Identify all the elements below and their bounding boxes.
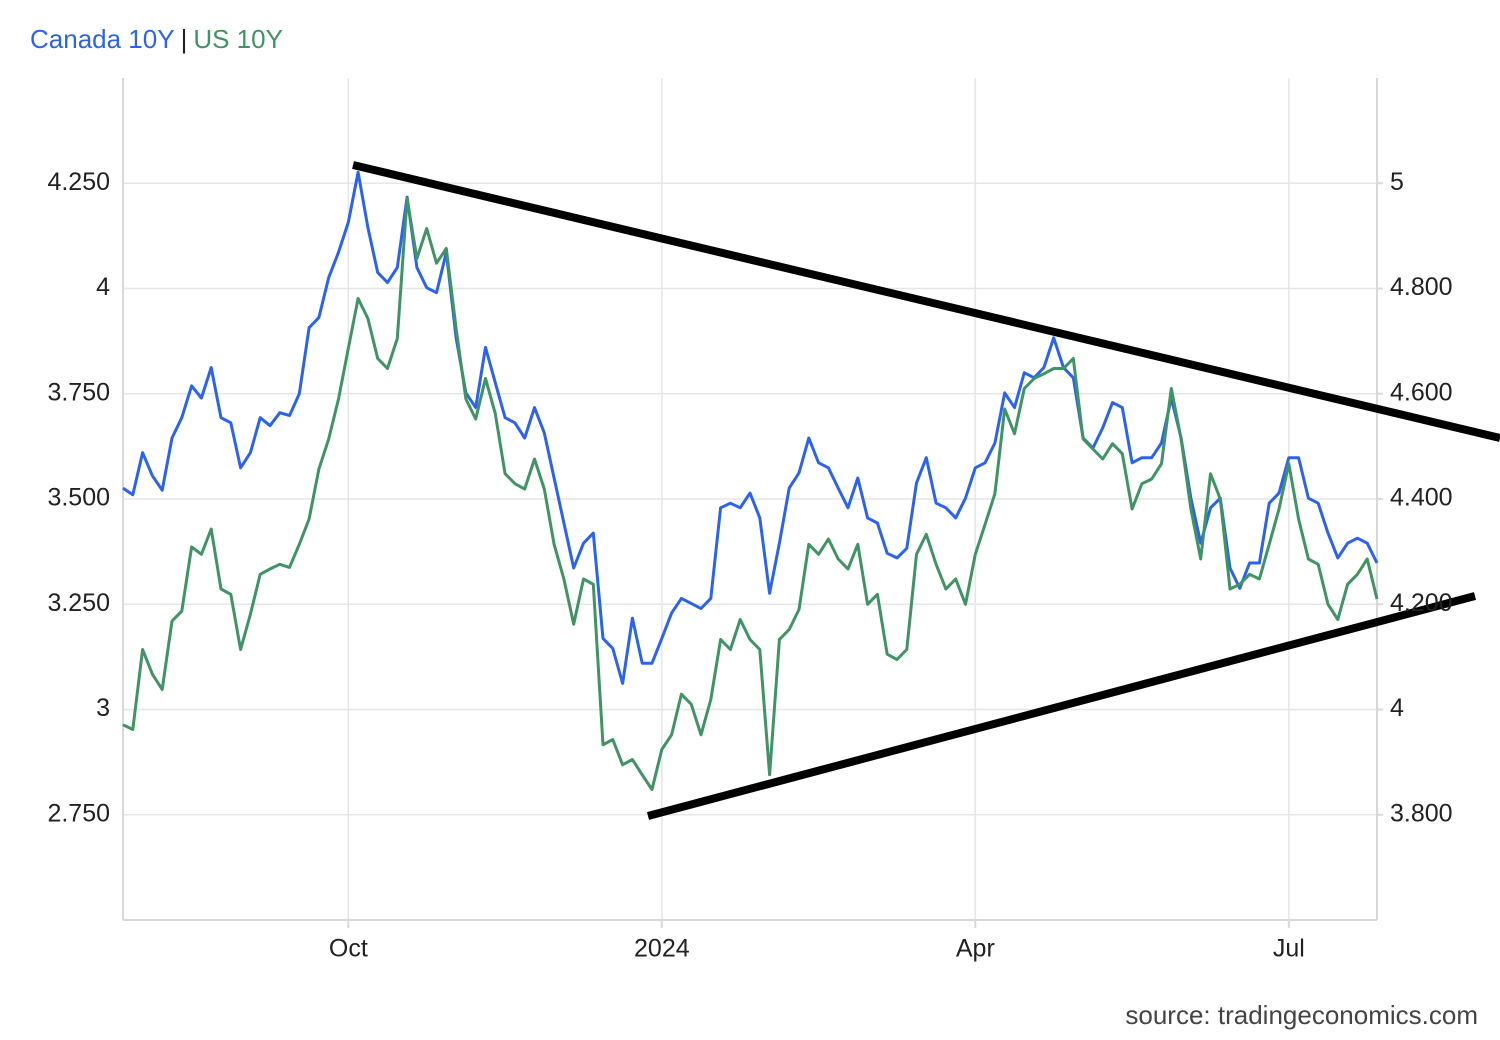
x-tick-label: Oct <box>329 935 368 963</box>
y-tick-label: 3.500 <box>47 484 110 512</box>
x-tick-label: Jul <box>1273 935 1305 963</box>
y-tick-label: 2.750 <box>47 799 110 827</box>
source: source: tradingeconomics.com <box>1125 1000 1478 1030</box>
y2-tick-label: 4.800 <box>1390 273 1453 301</box>
y2-tick-label: 3.800 <box>1390 799 1453 827</box>
x-tick-label: Apr <box>956 935 995 963</box>
y-tick-label: 3.250 <box>47 589 110 617</box>
y2-tick-label: 4 <box>1390 694 1404 722</box>
y2-tick-label: 5 <box>1390 168 1404 196</box>
y-tick-label: 3.750 <box>47 378 110 406</box>
legend-separator: | <box>180 24 188 54</box>
legend-entry: Canada 10Y <box>30 24 175 54</box>
y2-tick-label: 4.200 <box>1390 589 1453 617</box>
series-line <box>122 197 1379 791</box>
legend-entry: US 10Y <box>193 24 283 54</box>
series-line <box>122 170 1379 685</box>
series-layer <box>122 170 1379 791</box>
y-tick-label: 3 <box>96 694 110 722</box>
trend-line <box>352 161 1500 442</box>
labels: 2.750 3 3.250 3.500 3.750 4 4.250 3.800 4 4.200 4.… <box>47 168 1452 963</box>
y2-tick-label: 4.400 <box>1390 484 1453 512</box>
y2-tick-label: 4.600 <box>1390 378 1453 406</box>
trend-line <box>646 592 1477 820</box>
y-tick-label: 4.250 <box>47 168 110 196</box>
y-tick-label: 4 <box>96 273 110 301</box>
legend: Canada 10Y | US 10Y <box>30 22 283 56</box>
x-tick-label: 2024 <box>634 935 690 963</box>
